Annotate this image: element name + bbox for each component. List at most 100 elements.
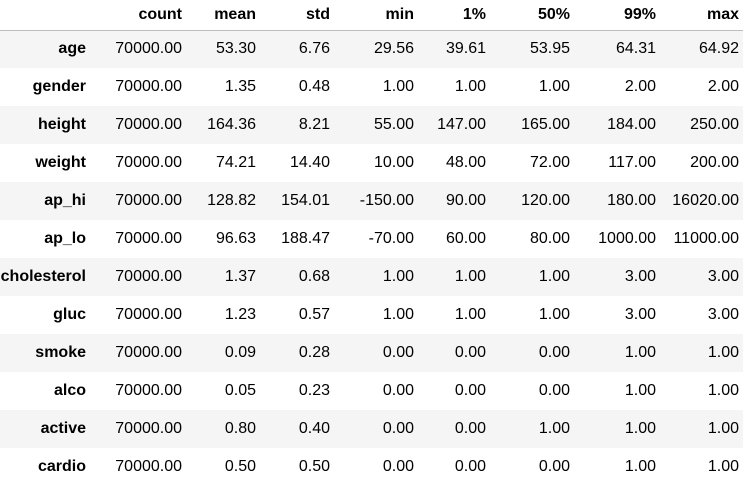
cell-max: 16020.00 [672, 192, 739, 209]
table-row: weight 70000.00 74.21 14.40 10.00 48.00 72.00 1… [0, 144, 743, 182]
cell-max: 1.00 [707, 344, 739, 361]
cell-count: 70000.00 [115, 420, 182, 437]
cell-p1: 0.00 [454, 420, 486, 437]
table-row: ap_lo 70000.00 96.63 188.47 -70.00 60.00 80.00… [0, 220, 743, 258]
cell-p50: 0.00 [538, 382, 570, 399]
cell-std: 6.76 [298, 40, 330, 58]
cell-min: 1.00 [382, 78, 414, 95]
cell-std: 0.57 [298, 306, 330, 323]
table-row: cardio 70000.00 0.50 0.50 0.00 0.00 0.00 1.00 1.… [0, 448, 743, 486]
cell-p1: 1.00 [454, 78, 486, 95]
cell-p50: 1.00 [538, 420, 570, 437]
row-label: gender [32, 78, 86, 95]
cell-p50: 53.95 [529, 40, 570, 58]
cell-p99: 1.00 [624, 344, 656, 361]
table-row: smoke 70000.00 0.09 0.28 0.00 0.00 0.00 1.00 1.0… [0, 334, 743, 372]
index-header-cell [0, 0, 90, 31]
row-label: cardio [37, 458, 86, 475]
row-label: smoke [35, 344, 86, 361]
cell-std: 0.48 [298, 78, 330, 95]
cell-min: 1.00 [382, 268, 414, 285]
cell-p50: 1.00 [538, 306, 570, 323]
cell-mean: 0.05 [224, 382, 256, 399]
cell-p99: 1.00 [624, 382, 656, 399]
cell-max: 1.00 [707, 420, 739, 437]
cell-count: 70000.00 [115, 268, 182, 285]
cell-p1: 60.00 [445, 230, 486, 247]
column-header-p1: 1% [418, 0, 490, 31]
table-row: ap_hi 70000.00 128.82 154.01 -150.00 90.00 120… [0, 182, 743, 220]
row-label: weight [35, 154, 86, 171]
cell-max: 250.00 [690, 116, 739, 133]
cell-mean: 0.50 [224, 458, 256, 475]
column-header-p99: 99% [574, 0, 660, 31]
cell-mean: 1.35 [224, 78, 256, 95]
column-header-max: max [660, 0, 743, 31]
table-row: height 70000.00 164.36 8.21 55.00 147.00 165.0… [0, 106, 743, 144]
table-row: active 70000.00 0.80 0.40 0.00 0.00 1.00 1.00 1.… [0, 410, 743, 448]
cell-p50: 0.00 [538, 458, 570, 475]
cell-std: 188.47 [281, 230, 330, 247]
cell-p50: 0.00 [538, 344, 570, 361]
row-label: alco [53, 382, 86, 399]
row-label: ap_hi [44, 192, 86, 209]
cell-p50: 80.00 [529, 230, 570, 247]
cell-count: 70000.00 [115, 230, 182, 247]
cell-p1: 0.00 [454, 344, 486, 361]
column-header-min: min [334, 0, 418, 31]
row-label: height [38, 116, 86, 133]
cell-p1: 0.00 [454, 382, 486, 399]
column-header-std: std [260, 0, 334, 31]
cell-count: 70000.00 [115, 154, 182, 171]
cell-max: 1.00 [707, 458, 739, 475]
cell-p50: 120.00 [521, 192, 570, 209]
cell-p1: 39.61 [445, 40, 486, 58]
cell-min: 55.00 [373, 116, 414, 133]
cell-mean: 53.30 [215, 40, 256, 58]
cell-min: 0.00 [382, 344, 414, 361]
cell-p50: 72.00 [529, 154, 570, 171]
cell-p50: 1.00 [538, 78, 570, 95]
cell-p99: 1.00 [624, 420, 656, 437]
cell-min: 0.00 [382, 420, 414, 437]
cell-p1: 48.00 [445, 154, 486, 171]
column-header-mean: mean [186, 0, 260, 31]
table-row: gender 70000.00 1.35 0.48 1.00 1.00 1.00 2.00 2.… [0, 68, 743, 106]
cell-count: 70000.00 [115, 116, 182, 133]
cell-p99: 180.00 [607, 192, 656, 209]
cell-min: 10.00 [373, 154, 414, 171]
cell-count: 70000.00 [115, 78, 182, 95]
row-label: ap_lo [44, 230, 86, 247]
cell-count: 70000.00 [115, 306, 182, 323]
table-header: count mean std min 1% 50% 99% max [0, 0, 743, 31]
table-row: age 70000.00 53.30 6.76 29.56 39.61 53.95 64.31… [0, 30, 743, 68]
cell-std: 154.01 [281, 192, 330, 209]
cell-max: 200.00 [690, 154, 739, 171]
cell-mean: 74.21 [215, 154, 256, 171]
cell-max: 3.00 [707, 306, 739, 323]
cell-min: 1.00 [382, 306, 414, 323]
cell-mean: 1.37 [224, 268, 256, 285]
column-header-count: count [90, 0, 186, 31]
cell-count: 70000.00 [115, 192, 182, 209]
cell-mean: 0.09 [224, 344, 256, 361]
cell-p99: 1000.00 [598, 230, 656, 247]
cell-mean: 164.36 [207, 116, 256, 133]
cell-std: 0.28 [298, 344, 330, 361]
cell-p1: 1.00 [454, 268, 486, 285]
cell-count: 70000.00 [115, 40, 182, 58]
cell-p99: 184.00 [607, 116, 656, 133]
cell-max: 3.00 [707, 268, 739, 285]
row-label: active [40, 420, 86, 437]
cell-std: 0.68 [298, 268, 330, 285]
cell-mean: 96.63 [215, 230, 256, 247]
cell-mean: 128.82 [207, 192, 256, 209]
cell-p50: 1.00 [538, 268, 570, 285]
cell-p99: 3.00 [624, 306, 656, 323]
column-header-p50: 50% [490, 0, 574, 31]
cell-p1: 0.00 [454, 458, 486, 475]
table-row: alco 70000.00 0.05 0.23 0.00 0.00 0.00 1.00 1.00 [0, 372, 743, 410]
cell-std: 0.40 [298, 420, 330, 437]
cell-mean: 0.80 [224, 420, 256, 437]
